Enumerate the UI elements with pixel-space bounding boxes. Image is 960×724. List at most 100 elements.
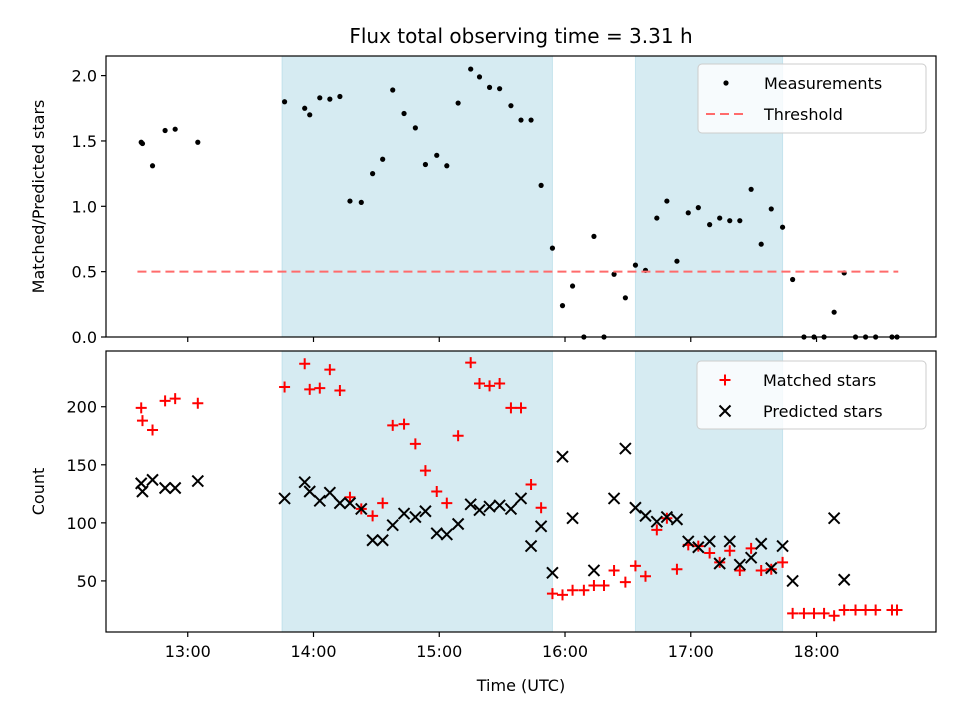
bottom-series-1-point-51 <box>745 542 757 554</box>
chart-title: Flux total observing time = 3.31 h <box>349 24 692 48</box>
bottom-series-1-point-16 <box>377 497 389 509</box>
top-series-1-point-4 <box>162 127 168 134</box>
top-series-1-point-22 <box>444 163 450 169</box>
bottom-series-1-point-34 <box>567 584 579 596</box>
bottom-series-1-point-31 <box>535 502 547 514</box>
top-series-1-point-54 <box>779 224 786 230</box>
bottom-series-2-point-45 <box>703 535 716 548</box>
top-series-1-point-15 <box>370 171 376 177</box>
bottom-series-2-point-47 <box>723 535 736 548</box>
bottom-legend-swatch-2 <box>718 404 732 418</box>
bottom-series-1-point-32 <box>546 588 558 600</box>
bottom-series-1-point-13 <box>344 491 356 503</box>
bottom-legend-swatch-1 <box>719 374 731 386</box>
bottom-series-2-point-27 <box>493 499 506 512</box>
top-series-1-point-16 <box>380 156 386 162</box>
bottom-series-1-point-44 <box>671 563 683 575</box>
bottom-series-2-point-14 <box>355 502 368 516</box>
bottom-series-1-point-9 <box>304 383 316 395</box>
top-legend-label-2: Threshold <box>763 105 843 124</box>
top-series-1-point-44 <box>674 258 680 264</box>
top-series-1-point-48 <box>717 215 723 221</box>
bottom-series-1-point-27 <box>494 378 506 390</box>
top-series-1-point-38 <box>611 271 617 277</box>
bottom-series-1-point-25 <box>474 378 485 390</box>
top-series-1-point-45 <box>685 210 691 216</box>
bottom-series-1-point-11 <box>324 364 336 376</box>
bottom-series-1-point-35 <box>578 584 590 596</box>
top-series-1-point-30 <box>528 117 534 123</box>
top-series-1-point-59 <box>831 309 837 315</box>
bottom-xtick-label-2: 14:00 <box>290 642 336 661</box>
bottom-series-1-point-10 <box>314 382 326 394</box>
bottom-series-2-point-4 <box>158 481 172 495</box>
bottom-series-1-point-59 <box>828 610 840 622</box>
top-series-1-point-23 <box>455 100 461 106</box>
bottom-ytick-label-4: 200 <box>66 398 97 417</box>
top-series-1-point-47 <box>707 222 713 228</box>
top-series-1-point-3 <box>149 163 156 169</box>
bottom-series-2-point-36 <box>607 492 621 505</box>
bottom-ytick-label-2: 100 <box>66 514 97 533</box>
bottom-legend-label-2: Predicted stars <box>763 402 883 421</box>
bottom-series-1-point-8 <box>299 358 311 370</box>
top-panel: 0.0 0.5 1.0 1.5 2.0 Matched/Predicted stars Fl… <box>29 24 937 347</box>
bottom-series-1-point-20 <box>419 465 431 477</box>
bottom-series-1-point-5 <box>169 393 181 405</box>
top-series-1-point-13 <box>347 198 353 204</box>
top-series-1-point-32 <box>549 245 556 251</box>
bottom-series-1-point-28 <box>505 402 517 414</box>
bottom-series-1-point-41 <box>640 570 651 582</box>
bottom-xtick-label-5: 17:00 <box>668 642 714 661</box>
top-axes-frame <box>105 55 937 338</box>
top-ytick-label-5: 2.0 <box>72 67 97 86</box>
top-legend-box <box>697 63 927 134</box>
top-series-1-point-11 <box>327 96 333 102</box>
bottom-series-2-point-40 <box>650 515 664 528</box>
top-series-1-point-29 <box>518 117 524 123</box>
top-series-1-point-51 <box>748 186 754 192</box>
bottom-series-1-point-12 <box>334 384 346 396</box>
top-series-1-point-12 <box>337 93 343 100</box>
top-series-1-point-34 <box>569 283 576 289</box>
top-series-1-point-17 <box>390 87 396 93</box>
top-series-1-point-40 <box>632 262 639 268</box>
top-series-1-point-42 <box>654 215 660 221</box>
bottom-series-1-point-63 <box>870 604 882 616</box>
bottom-series-1-point-3 <box>147 424 159 436</box>
top-series-1-point-8 <box>302 105 308 111</box>
top-legend-swatch-1 <box>723 80 729 86</box>
bottom-series-1-point-62 <box>860 604 872 616</box>
bottom-series-1-point-15 <box>367 510 379 522</box>
top-series-1-point-9 <box>307 112 313 118</box>
bottom-axes-frame <box>105 350 937 633</box>
bottom-series-1-point-65 <box>891 604 903 616</box>
bottom-series-1-point-22 <box>441 497 453 509</box>
bottom-series-2-point-39 <box>639 509 652 523</box>
top-series-1-point-2 <box>139 140 146 147</box>
bottom-series-1-point-36 <box>588 580 600 592</box>
bottom-series-2-point-21 <box>430 527 443 540</box>
bottom-series-2-point-8 <box>298 476 311 489</box>
bottom-series-1-point-37 <box>598 580 610 592</box>
bottom-series-2-point-31 <box>534 520 548 533</box>
bottom-series-2-point-48 <box>733 558 747 571</box>
bottom-series-1-point-42 <box>651 524 663 536</box>
bottom-series-2-point-34 <box>566 511 579 525</box>
bottom-series-1-point-57 <box>808 607 820 619</box>
top-ytick-label-2: 0.5 <box>72 263 97 282</box>
bottom-series-1-point-30 <box>525 479 537 491</box>
bottom-ytick-label-1: 50 <box>77 572 97 591</box>
bottom-series-2-point-11 <box>323 486 337 499</box>
bottom-series-1-point-56 <box>798 607 810 619</box>
bottom-series-1-point-39 <box>619 576 631 588</box>
top-ytick-label-4: 1.5 <box>72 132 97 151</box>
bottom-series-1-point-29 <box>515 402 527 414</box>
bottom-series-2-point-10 <box>313 494 326 507</box>
bottom-series-1-point-47 <box>704 547 716 559</box>
top-series-1-point-28 <box>508 103 514 109</box>
bottom-series-1-point-55 <box>787 607 799 619</box>
top-series-1-point-27 <box>497 86 503 92</box>
bottom-series-2-point-32 <box>546 566 559 579</box>
top-series-1-point-39 <box>622 295 628 301</box>
